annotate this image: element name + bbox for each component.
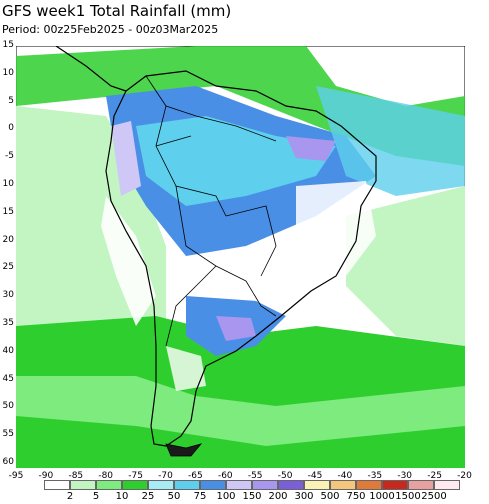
lat-tick-label: 10 [2, 67, 14, 78]
map-title: GFS week1 Total Rainfall (mm) [2, 2, 232, 20]
colorbar-label: 200 [268, 491, 288, 502]
rainfall-map [16, 46, 465, 468]
rain-band-andes-heavy [111, 121, 141, 196]
colorbar-swatch [122, 480, 148, 490]
lon-tick-label: -65 [188, 471, 203, 481]
lon-tick-label: -30 [397, 471, 413, 481]
colorbar-label: 100 [216, 491, 236, 502]
colorbar-swatch [200, 480, 226, 490]
colorbar-swatch [174, 480, 200, 490]
dry-area-patagonia [166, 346, 206, 391]
colorbar-label: 25 [141, 491, 155, 502]
lon-tick-label: -75 [128, 471, 143, 481]
colorbar-label: 300 [294, 491, 314, 502]
lat-tick-label: 40 [2, 345, 14, 356]
colorbar-label: 750 [346, 491, 366, 502]
lon-tick-label: -80 [98, 471, 114, 481]
lat-tick-label: 35 [2, 318, 14, 328]
colorbar-label: 50 [167, 491, 181, 502]
colorbar-label: 500 [320, 491, 340, 502]
lon-tick-label: -60 [217, 471, 233, 481]
lon-tick-label: -50 [277, 471, 293, 481]
lon-tick-label: -45 [307, 471, 323, 481]
colorbar-swatch [304, 480, 330, 490]
colorbar-swatch [148, 480, 174, 490]
colorbar-label: 5 [92, 491, 100, 502]
colorbar-label: 75 [193, 491, 207, 502]
colorbar-label: 2 [66, 491, 74, 502]
lat-tick-label: 55 [2, 429, 14, 440]
lon-tick-label: -85 [68, 471, 84, 481]
rain-band-atlantic [316, 86, 465, 196]
colorbar-label: 10 [115, 491, 129, 502]
rain-band-parana-heavy [216, 316, 256, 341]
dry-area-northeast [296, 181, 376, 276]
colorbar-label: 2500 [421, 491, 447, 502]
colorbar-swatch [408, 480, 434, 490]
rain-band-amazon-core [136, 116, 336, 206]
colorbar-swatch [278, 480, 304, 490]
colorbar-swatch [382, 480, 408, 490]
dry-area-peru-coast [101, 196, 156, 326]
lon-tick-label: -35 [367, 471, 383, 481]
colorbar-label: 1500 [395, 491, 421, 502]
lon-tick-label: -40 [337, 471, 353, 481]
rain-band-south-light [16, 376, 465, 446]
lon-tick-label: -25 [427, 471, 442, 481]
tierra-del-fuego [165, 443, 203, 457]
lat-tick-label: 5 [8, 95, 14, 106]
lat-tick-label: 45 [2, 373, 14, 384]
lon-tick-label: -90 [38, 471, 54, 481]
lat-tick-label: 25 [2, 262, 14, 273]
colorbar-swatch [356, 480, 382, 490]
continent-outline [105, 70, 377, 447]
colorbar-swatch [434, 480, 460, 490]
lat-tick-label: 15 [2, 206, 14, 217]
colorbar-label: 1000 [369, 491, 395, 502]
colorbar-swatch [96, 480, 122, 490]
country-borders [145, 75, 277, 347]
colorbar-swatch [44, 480, 70, 490]
lat-tick-label: 60 [2, 457, 14, 467]
lat-tick-label: -5 [5, 151, 14, 162]
lon-tick-label: -20 [457, 471, 472, 481]
lon-tick-label: -95 [8, 471, 24, 481]
central-america-outline [55, 46, 127, 92]
rain-band-ocean-east [346, 186, 465, 346]
lat-tick-label: 0 [8, 123, 14, 134]
lon-tick-label: -70 [158, 471, 173, 481]
colorbar-swatch [226, 480, 252, 490]
colorbar-swatch [252, 480, 278, 490]
colorbar-swatch [330, 480, 356, 490]
colorbar-swatch [70, 480, 96, 490]
period-label: Period: 00z25Feb2025 - 00z03Mar2025 [2, 23, 219, 36]
lat-tick-label: 10 [2, 179, 14, 189]
lat-tick-label: 50 [2, 401, 14, 412]
lat-tick-label: 30 [2, 290, 14, 301]
lat-tick-label: 20 [2, 234, 14, 245]
rain-band-amazon-heavy [286, 136, 336, 161]
lon-tick-label: -55 [247, 471, 263, 481]
colorbar-label: 150 [242, 491, 262, 502]
lat-tick-label: 15 [2, 40, 14, 50]
